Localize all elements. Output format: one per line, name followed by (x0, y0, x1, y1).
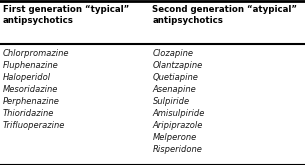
Text: Perphenazine: Perphenazine (3, 97, 60, 106)
Text: First generation “typical”
antipsychotics: First generation “typical” antipsychotic… (3, 5, 129, 25)
Text: Clozapine: Clozapine (152, 49, 193, 58)
Text: Sulpiride: Sulpiride (152, 97, 190, 106)
Text: Quetiapine: Quetiapine (152, 73, 198, 82)
Text: Haloperidol: Haloperidol (3, 73, 51, 82)
Text: Mesoridazine: Mesoridazine (3, 85, 59, 94)
Text: Aripiprazole: Aripiprazole (152, 121, 203, 130)
Text: Second generation “atypical”
antipsychotics: Second generation “atypical” antipsychot… (152, 5, 297, 25)
Text: Chlorpromazine: Chlorpromazine (3, 49, 70, 58)
Text: Amisulpiride: Amisulpiride (152, 109, 205, 118)
Text: Olantzapine: Olantzapine (152, 61, 203, 70)
Text: Melperone: Melperone (152, 133, 197, 142)
Text: Fluphenazine: Fluphenazine (3, 61, 59, 70)
Text: Thioridazine: Thioridazine (3, 109, 54, 118)
Text: Trifluoperazine: Trifluoperazine (3, 121, 66, 130)
Text: Asenapine: Asenapine (152, 85, 196, 94)
Text: Risperidone: Risperidone (152, 145, 203, 154)
